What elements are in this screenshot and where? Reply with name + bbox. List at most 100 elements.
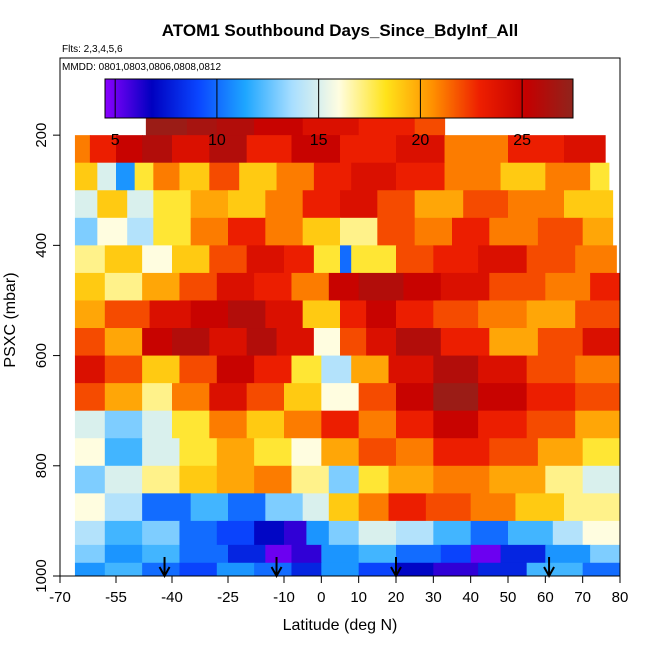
heatmap-cell (358, 562, 397, 576)
heatmap-cell (246, 135, 293, 164)
heatmap-cell (575, 245, 617, 274)
x-axis-label: Latitude (deg N) (283, 617, 398, 634)
heatmap-cell (89, 135, 117, 164)
heatmap-cell (313, 328, 341, 357)
heatmap-cell (276, 328, 315, 357)
heatmap-cell (396, 162, 446, 191)
heatmap-cell (97, 162, 117, 191)
heatmap-cell (328, 465, 360, 494)
heatmap-cell (489, 438, 539, 467)
heatmap-cell (377, 217, 416, 246)
heatmap-cell (340, 135, 397, 164)
y-tick-label: 800 (33, 453, 50, 478)
heatmap-cell (104, 383, 143, 412)
heatmap-cell (396, 520, 434, 546)
heatmap-cell (190, 190, 229, 219)
heatmap-cell (104, 300, 151, 329)
heatmap-cell (537, 217, 584, 246)
heatmap-cell (433, 562, 479, 576)
heatmap-cell (396, 438, 434, 467)
y-axis: 200 400 600 800 1000 (33, 123, 60, 593)
heatmap-cell (104, 493, 143, 522)
heatmap-cell (478, 383, 528, 412)
heatmap-cell (265, 493, 304, 522)
heatmap-cell (582, 562, 620, 576)
heatmap-cell (302, 217, 341, 246)
heatmap-cell (582, 465, 620, 494)
heatmap-cell (149, 300, 192, 329)
heatmap-cell (433, 410, 479, 439)
chart-title: ATOM1 Southbound Days_Since_BdyInf_All (162, 21, 518, 40)
heatmap-cell (228, 190, 266, 219)
heatmap-cell (209, 245, 248, 274)
heatmap-cell (526, 410, 576, 439)
heatmap-cell (433, 383, 479, 412)
heatmap-cell (500, 544, 546, 564)
y-axis-label: PSXC (mbar) (2, 272, 19, 367)
heatmap-cell (545, 544, 591, 564)
heatmap-cell (358, 544, 397, 564)
heatmap-cell (396, 383, 434, 412)
heatmap-cell (358, 465, 390, 494)
heatmap-cell (470, 493, 517, 522)
heatmap-cell (545, 162, 591, 191)
x-tick-label: 70 (574, 589, 591, 606)
heatmap-cell (142, 544, 181, 564)
heatmap-cell (246, 383, 285, 412)
heatmap-cell (254, 562, 293, 576)
plot-frame (59, 57, 621, 577)
colorbar-tick-label: 25 (513, 132, 531, 149)
heatmap-cell (172, 410, 210, 439)
colorbar-ticks: 5 10 15 20 25 (111, 79, 531, 149)
colorbar-tick-label: 10 (208, 132, 226, 149)
heatmap-cell (142, 410, 173, 439)
heatmap-cell (291, 562, 322, 576)
heatmap-cell (328, 272, 360, 302)
heatmap-cell (590, 272, 620, 302)
heatmap-cell (228, 493, 266, 522)
heatmap-cell (153, 190, 192, 219)
heatmap-cell (358, 272, 405, 302)
heatmap-cell (537, 328, 584, 357)
heatmap-cell (291, 135, 341, 164)
heatmap-cell (179, 520, 218, 546)
x-tick-label: 0 (317, 589, 325, 606)
x-tick-label: -25 (217, 589, 239, 606)
heatmap-cell (74, 355, 106, 384)
heatmap-cell (396, 135, 446, 164)
heatmap-cells (74, 107, 620, 576)
heatmap-cell (425, 493, 472, 522)
heatmap-cell (254, 438, 293, 467)
heatmap-cell (582, 438, 620, 467)
heatmap-cell (321, 355, 352, 384)
heatmap-cell (142, 520, 181, 546)
heatmap-cell (351, 162, 397, 191)
heatmap-cell (328, 493, 360, 522)
heatmap-cell (366, 328, 397, 357)
heatmap-cell (74, 245, 106, 274)
heatmap-cell (388, 355, 434, 384)
heatmap-cell (172, 328, 210, 357)
heatmap-cell (209, 410, 248, 439)
heatmap-cell (500, 162, 546, 191)
x-tick-label: -70 (49, 589, 71, 606)
heatmap-cell (265, 217, 304, 246)
heatmap-cell (313, 162, 352, 191)
heatmap-cell (172, 135, 210, 164)
heatmap-cell (388, 465, 434, 494)
heatmap-cell (340, 245, 352, 274)
heatmap-cell (590, 162, 610, 191)
heatmap-cell (470, 544, 502, 564)
heatmap-cell (74, 562, 106, 576)
colorbar-tick-label: 20 (411, 132, 429, 149)
x-tick-label: 30 (425, 589, 442, 606)
x-tick-label: -10 (273, 589, 295, 606)
x-tick-label: -40 (161, 589, 183, 606)
heatmap-cell (74, 383, 106, 412)
heatmap-cell (216, 438, 255, 467)
y-tick-label: 600 (33, 343, 50, 368)
heatmap-cell (246, 245, 285, 274)
heatmap-cell (74, 544, 106, 564)
heatmap-cell (104, 562, 143, 576)
